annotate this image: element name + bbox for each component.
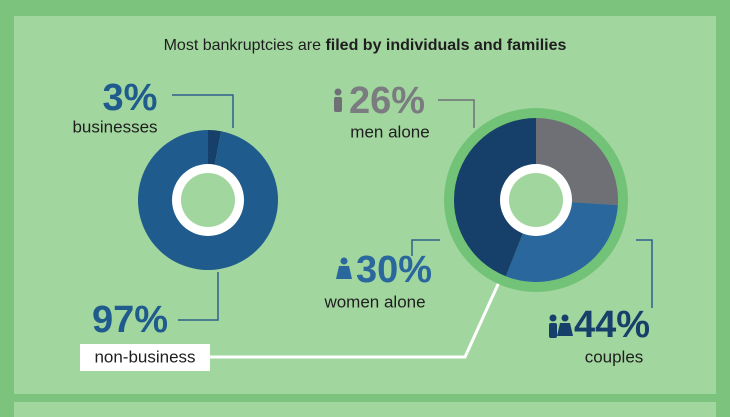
category-label: couples [585, 347, 644, 366]
icons [334, 88, 573, 338]
leader-lines [172, 94, 653, 321]
value-label: 44% [574, 304, 650, 346]
donut-slice [454, 118, 536, 277]
leader-line [178, 272, 219, 321]
category-label: women alone [323, 292, 425, 311]
value-label: 30% [356, 249, 432, 291]
title-regular: Most bankruptcies are [164, 37, 322, 54]
donut-hole [181, 173, 235, 227]
title-bold: filed by individuals and families [325, 37, 566, 54]
leader-line [636, 239, 653, 308]
label-box [80, 344, 210, 371]
next-panel [14, 402, 716, 417]
category-label: men alone [350, 122, 429, 141]
donut-hole [509, 173, 563, 227]
connector [210, 279, 502, 359]
category-label: businesses [72, 117, 157, 136]
leader-line [172, 94, 234, 128]
woman-icon [336, 257, 352, 279]
category-label: non-business [94, 347, 195, 366]
leader-line [438, 99, 475, 128]
value-label: 26% [349, 80, 425, 122]
value-label: 3% [103, 77, 158, 119]
man-icon [334, 88, 342, 112]
value-label: 97% [92, 299, 168, 341]
couple-icon [549, 314, 573, 338]
title: Most bankruptcies are filed by individua… [164, 37, 567, 54]
leader-line [411, 239, 440, 256]
